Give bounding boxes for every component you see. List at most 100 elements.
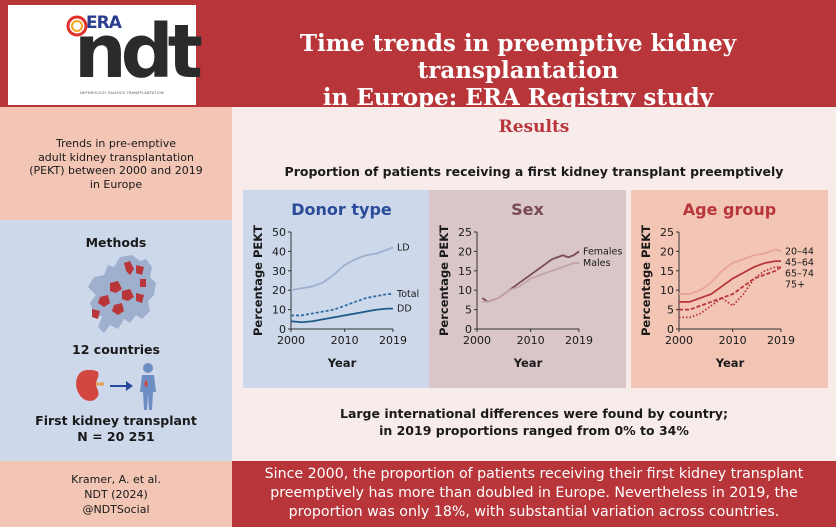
methods-heading: Methods (85, 235, 147, 250)
x-tick-label: 2000 (463, 334, 491, 347)
y-tick-label: 50 (272, 226, 286, 239)
y-axis-label: Percentage PEKT (437, 225, 451, 336)
series-label: Total (396, 289, 419, 300)
age-group-chart: Age group 0 5 10 15 20 25 2000 2010 2019 Year Perc… (631, 190, 828, 388)
series-label: LD (397, 243, 410, 254)
conclusion-line: preemptively has more than doubled in Eu… (270, 485, 798, 501)
citation-social: @NDTSocial (82, 503, 150, 516)
y-tick-label: 20 (660, 245, 674, 258)
logo-ndt-text: ndt (74, 9, 203, 95)
y-tick-label: 10 (660, 284, 674, 297)
x-axis-label: Year (327, 356, 357, 370)
sex-chart: Sex 0 5 10 15 20 25 2000 2010 2019 Year Percentage… (429, 190, 626, 388)
series-line-dd (290, 307, 393, 324)
series-line-total (291, 293, 393, 317)
x-tick-label: 2010 (517, 334, 545, 347)
series-line-males (482, 262, 579, 303)
series-label: Females (583, 246, 622, 257)
arrow-right-icon (110, 381, 133, 391)
y-tick-label: 20 (458, 245, 472, 258)
x-tick-label: 2010 (331, 334, 359, 347)
y-tick-label: 25 (660, 226, 674, 239)
series-label: Males (583, 258, 611, 269)
x-tick-label: 2010 (719, 334, 747, 347)
series-line-45-64 (679, 260, 781, 303)
y-tick-label: 25 (458, 226, 472, 239)
y-axis-label: Percentage PEKT (639, 225, 653, 336)
chart-title: Age group (682, 200, 777, 219)
conclusion-text: Since 2000, the proportion of patients r… (232, 465, 836, 522)
x-tick-label: 2019 (379, 334, 407, 347)
series-line-75- (679, 266, 781, 319)
summary-box: Since 2000, the proportion of patients r… (232, 461, 836, 527)
header-banner: ndt ERA NEPHROLOGY DIALYSIS TRANSPLANTAT… (0, 0, 836, 111)
age-group-plot: 0 5 10 15 20 25 2000 2010 2019 Year Percentage PEK… (639, 225, 814, 370)
series-line-20-44 (679, 248, 782, 295)
conclusion-line: Since 2000, the proportion of patients r… (264, 466, 804, 482)
results-heading: Results (498, 117, 570, 137)
x-tick-label: 2000 (665, 334, 693, 347)
y-tick-label: 0 (465, 323, 472, 336)
y-tick-label: 0 (279, 323, 286, 336)
kidney-icon (76, 370, 104, 401)
y-tick-label: 0 (667, 323, 674, 336)
era-logo-icon (66, 15, 88, 37)
y-tick-label: 15 (458, 265, 472, 278)
chart-title: Donor type (291, 200, 392, 219)
key-finding-line-2: in 2019 proportions ranged from 0% to 34… (379, 423, 689, 438)
citation-journal: NDT (2024) (84, 488, 148, 501)
y-tick-label: 15 (660, 265, 674, 278)
journal-logo: ndt ERA NEPHROLOGY DIALYSIS TRANSPLANTAT… (8, 5, 203, 105)
y-tick-label: 10 (458, 284, 472, 297)
series-label: 75+ (785, 279, 805, 290)
study-description-line: (PEKT) between 2000 and 2019 (29, 164, 203, 177)
y-tick-label: 30 (272, 265, 286, 278)
citation-box: Kramer, A. et al. NDT (2024) @NDTSocial (0, 461, 232, 527)
y-tick-label: 10 (272, 304, 286, 317)
study-description-line: in Europe (89, 177, 143, 191)
sex-plot: 0 5 10 15 20 25 2000 2010 2019 Year Percentage PEK… (437, 225, 622, 370)
sample-size: N = 20 251 (77, 429, 155, 444)
results-subtitle: Proportion of patients receiving a first… (284, 164, 784, 179)
logo-subtitle: NEPHROLOGY DIALYSIS TRANSPLANTATION (80, 91, 164, 95)
series-label: 20–44 (785, 246, 814, 257)
study-description-line: adult kidney transplantation (38, 150, 194, 164)
study-description-line: Trends in pre-emptive (56, 137, 176, 150)
series-label: 45–64 (785, 257, 814, 268)
y-tick-label: 20 (272, 284, 286, 297)
donor-type-plot: 0 10 20 30 40 50 2000 2010 2019 Year Percentage PE… (251, 225, 419, 370)
first-transplant-label: First kidney transplant (35, 413, 197, 428)
europe-map-icon (88, 255, 156, 333)
countries-count: 12 countries (72, 342, 160, 357)
x-tick-label: 2019 (565, 334, 593, 347)
study-description: Trends in pre-emptive adult kidney trans… (0, 137, 232, 191)
left-intro-box (0, 107, 232, 220)
chart-title: Sex (511, 200, 544, 219)
x-tick-label: 2019 (767, 334, 795, 347)
series-line-females (481, 250, 580, 303)
citation-author: Kramer, A. et al. (71, 473, 161, 486)
y-tick-label: 5 (465, 304, 472, 317)
key-finding: Large international differences were fou… (232, 405, 836, 439)
y-axis-label: Percentage PEKT (251, 225, 265, 336)
key-finding-line-1: Large international differences were fou… (339, 406, 729, 421)
person-icon (140, 363, 156, 410)
title-line-2: in Europe: ERA Registry study (322, 84, 714, 111)
x-axis-label: Year (513, 356, 543, 370)
donor-type-chart: Donor type 0 10 20 30 40 50 2000 2010 2019 Year Pe… (243, 190, 440, 388)
footer: Kramer, A. et al. NDT (2024) @NDTSocial … (0, 461, 836, 527)
citation: Kramer, A. et al. NDT (2024) @NDTSocial (0, 472, 232, 517)
left-panel: Trends in pre-emptive adult kidney trans… (0, 107, 232, 461)
y-tick-label: 40 (272, 245, 286, 258)
x-tick-label: 2000 (277, 334, 305, 347)
page-title: Time trends in preemptive kidney transpl… (200, 30, 836, 111)
transplant-icons (76, 363, 156, 410)
series-label: DD (397, 304, 412, 315)
series-line-ld (290, 246, 394, 292)
x-axis-label: Year (715, 356, 745, 370)
y-tick-label: 5 (667, 304, 674, 317)
logo-era-text: ERA (86, 13, 122, 33)
conclusion-line: proportion was only 18%, with substantia… (288, 504, 780, 520)
series-line-65-74 (679, 266, 782, 311)
